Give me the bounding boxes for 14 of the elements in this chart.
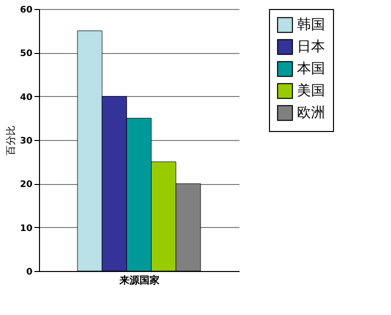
y-tick-label: 60 xyxy=(20,6,32,16)
y-tick-label: 40 xyxy=(20,92,32,103)
legend-label: 美国 xyxy=(297,83,325,99)
y-tick-label: 20 xyxy=(20,180,32,190)
legend-label: 欧洲 xyxy=(297,105,325,121)
y-tick-label: 30 xyxy=(20,136,32,146)
legend-label: 日本 xyxy=(297,39,325,55)
y-tick-label: 0 xyxy=(26,268,32,278)
y-axis-title: 百分比 xyxy=(4,126,17,156)
y-tick-label: 10 xyxy=(20,224,32,234)
x-axis-title: 来源国家 xyxy=(118,274,160,286)
legend-label: 韩国 xyxy=(297,17,325,33)
legend-label: 本国 xyxy=(297,61,325,77)
y-tick-label: 50 xyxy=(20,49,32,60)
